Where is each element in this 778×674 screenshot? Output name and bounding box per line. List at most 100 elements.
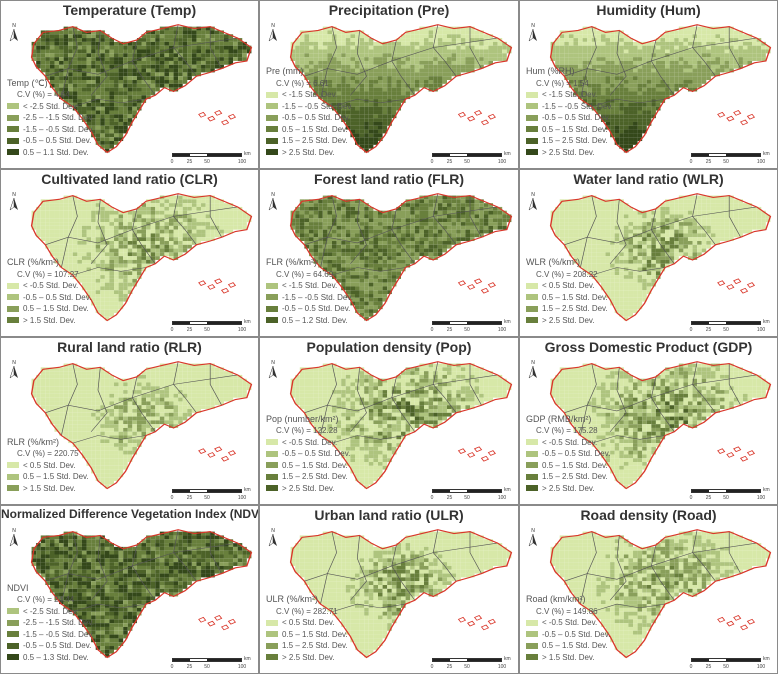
map-cell bbox=[63, 80, 69, 84]
map-cell bbox=[424, 34, 429, 39]
map-cell bbox=[428, 203, 434, 207]
map-cell bbox=[77, 80, 82, 84]
map-cell bbox=[419, 80, 424, 84]
map-cell bbox=[633, 91, 638, 96]
map-cell bbox=[410, 60, 415, 65]
map-cell bbox=[401, 252, 406, 257]
map-cell bbox=[136, 271, 142, 276]
map-cell bbox=[364, 137, 369, 142]
map-cell bbox=[95, 83, 101, 88]
map-cell bbox=[368, 106, 374, 111]
map-cell bbox=[614, 45, 620, 50]
map-cell bbox=[460, 45, 466, 50]
map-cell bbox=[614, 114, 620, 119]
map-cell bbox=[401, 34, 406, 39]
map-cell bbox=[123, 244, 128, 249]
map-cell bbox=[373, 49, 378, 54]
region-outline bbox=[30, 193, 253, 322]
map-cell bbox=[214, 49, 220, 54]
map-cell bbox=[729, 237, 734, 242]
map-cell bbox=[368, 210, 374, 215]
legend-item: -0.5 – 0.5 Std. Dev. bbox=[266, 303, 353, 315]
map-cell bbox=[633, 271, 638, 276]
map-cell bbox=[701, 60, 707, 65]
map-cell bbox=[59, 259, 64, 264]
map-cell bbox=[150, 41, 156, 46]
map-cell bbox=[600, 229, 606, 234]
map-cell bbox=[359, 64, 365, 69]
map-cell bbox=[600, 34, 606, 39]
map-cell bbox=[692, 41, 698, 46]
legend-label: 1.5 – 2.5 Std. Dev. bbox=[542, 136, 608, 145]
map-cell bbox=[127, 225, 133, 230]
map-cell bbox=[456, 64, 461, 69]
map-cell bbox=[614, 271, 620, 276]
map-cell bbox=[600, 244, 606, 249]
map-cell bbox=[424, 30, 429, 35]
map-cell bbox=[313, 53, 319, 58]
map-cell bbox=[132, 275, 137, 279]
map-cell bbox=[483, 222, 489, 226]
map-cell bbox=[359, 137, 365, 142]
map-cell bbox=[132, 72, 137, 77]
map-cell bbox=[573, 41, 579, 46]
map-cell bbox=[637, 72, 643, 77]
map-cell bbox=[396, 49, 401, 54]
map-cell bbox=[687, 68, 693, 73]
map-cell bbox=[651, 214, 656, 219]
map-cell bbox=[488, 53, 493, 58]
map-cell bbox=[72, 210, 78, 215]
map-cell bbox=[350, 72, 355, 77]
map-cell bbox=[299, 64, 305, 69]
map-cell bbox=[86, 229, 92, 234]
map-cell bbox=[364, 259, 369, 264]
map-cell bbox=[687, 87, 693, 92]
map-cell bbox=[91, 214, 96, 219]
map-cell bbox=[568, 206, 574, 211]
map-cell bbox=[387, 225, 392, 230]
legend-item: -1.5 – -0.5 Std. Dev. bbox=[266, 101, 353, 113]
map-cell bbox=[136, 49, 142, 54]
map-cell bbox=[81, 53, 87, 58]
map-cell bbox=[118, 57, 124, 61]
map-cell bbox=[605, 263, 611, 268]
map-cell bbox=[155, 244, 160, 249]
map-cell bbox=[573, 34, 579, 39]
map-cell bbox=[715, 38, 721, 42]
map-cell bbox=[191, 199, 197, 204]
map-cell bbox=[710, 203, 716, 207]
map-cell bbox=[141, 206, 147, 211]
map-cell bbox=[724, 233, 730, 238]
map-cell bbox=[313, 38, 319, 42]
panel-title: Forest land ratio (FLR) bbox=[313, 171, 465, 187]
map-cell bbox=[214, 225, 220, 230]
map-cell bbox=[373, 45, 378, 50]
map-cell bbox=[591, 80, 597, 84]
map-cell bbox=[424, 248, 429, 253]
map-cell bbox=[31, 57, 37, 61]
map-cell bbox=[646, 237, 652, 242]
map-cell bbox=[596, 72, 601, 77]
map-cell bbox=[628, 214, 634, 219]
map-cell bbox=[600, 259, 606, 264]
scale-label: 0 bbox=[689, 159, 693, 165]
map-cell bbox=[564, 214, 569, 219]
map-cell bbox=[447, 195, 452, 200]
map-cell bbox=[332, 256, 337, 260]
map-cell bbox=[651, 76, 656, 81]
map-cell bbox=[655, 222, 661, 226]
map-cell bbox=[86, 203, 92, 207]
map-cell bbox=[605, 49, 611, 54]
map-cell bbox=[587, 99, 592, 103]
map-cell bbox=[91, 271, 96, 276]
map-cell bbox=[364, 125, 369, 130]
map-cell bbox=[368, 222, 374, 226]
map-cell bbox=[442, 64, 447, 69]
map-cell bbox=[465, 38, 470, 42]
map-cell bbox=[81, 72, 87, 77]
map-cell bbox=[401, 263, 406, 268]
map-cell bbox=[373, 64, 378, 69]
map-cell bbox=[401, 259, 406, 264]
map-cell bbox=[559, 68, 565, 73]
map-cell bbox=[692, 26, 698, 31]
